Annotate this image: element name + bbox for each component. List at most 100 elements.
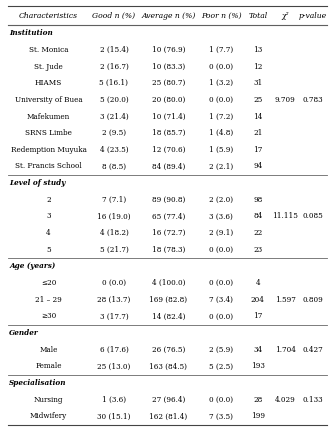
Text: 94: 94 [253,163,262,170]
Text: 1.704: 1.704 [275,346,296,354]
Text: 2 (9.5): 2 (9.5) [102,129,126,137]
Text: 27 (96.4): 27 (96.4) [152,396,185,404]
Text: St. Monica: St. Monica [29,46,68,54]
Text: 1.597: 1.597 [275,296,296,304]
Text: 1 (7.7): 1 (7.7) [209,46,233,54]
Text: 25 (13.0): 25 (13.0) [97,363,131,370]
Text: 5 (2.5): 5 (2.5) [209,363,233,370]
Text: 25: 25 [253,96,262,104]
Text: 21: 21 [253,129,262,137]
Text: 1 (4.8): 1 (4.8) [209,129,233,137]
Text: 98: 98 [253,196,262,204]
Text: 28 (13.7): 28 (13.7) [97,296,131,304]
Text: Total: Total [248,12,267,20]
Text: 4: 4 [46,229,51,237]
Text: 30 (15.1): 30 (15.1) [97,412,131,420]
Text: 0 (0.0): 0 (0.0) [209,63,233,70]
Text: 10 (76.9): 10 (76.9) [152,46,185,54]
Text: Level of study: Level of study [9,179,66,187]
Text: Poor n (%): Poor n (%) [201,12,241,20]
Text: Average n (%): Average n (%) [141,12,196,20]
Text: SRNS Limbe: SRNS Limbe [25,129,72,137]
Text: 7 (3.5): 7 (3.5) [209,412,233,420]
Text: Characteristics: Characteristics [19,12,78,20]
Text: 193: 193 [251,363,265,370]
Text: 0 (0.0): 0 (0.0) [209,279,233,287]
Text: 162 (81.4): 162 (81.4) [149,412,187,420]
Text: 0.809: 0.809 [303,296,323,304]
Text: 2: 2 [46,196,51,204]
Text: 0.783: 0.783 [303,96,323,104]
Text: 16 (72.7): 16 (72.7) [152,229,185,237]
Text: St. Francis School: St. Francis School [15,163,82,170]
Text: 0 (0.0): 0 (0.0) [209,312,233,320]
Text: 13: 13 [253,46,262,54]
Text: Institution: Institution [9,29,53,37]
Text: 34: 34 [253,346,262,354]
Text: 169 (82.8): 169 (82.8) [149,296,187,304]
Text: 11.115: 11.115 [272,212,298,221]
Text: 0.427: 0.427 [303,346,323,354]
Text: 0.085: 0.085 [303,212,323,221]
Text: 25 (80.7): 25 (80.7) [152,79,185,87]
Text: 21 – 29: 21 – 29 [35,296,62,304]
Text: Mafekumen: Mafekumen [27,112,70,121]
Text: 2 (16.7): 2 (16.7) [100,63,128,70]
Text: 14 (82.4): 14 (82.4) [152,312,185,320]
Text: 5 (16.1): 5 (16.1) [100,79,128,87]
Text: 0 (0.0): 0 (0.0) [209,96,233,104]
Text: 2 (2.1): 2 (2.1) [209,163,233,170]
Text: 4 (100.0): 4 (100.0) [152,279,185,287]
Text: 1 (7.2): 1 (7.2) [209,112,233,121]
Text: ≤20: ≤20 [41,279,56,287]
Text: 17: 17 [253,146,262,154]
Text: 1 (3.2): 1 (3.2) [209,79,233,87]
Text: 7 (7.1): 7 (7.1) [102,196,126,204]
Text: Female: Female [35,363,62,370]
Text: Male: Male [39,346,58,354]
Text: 2 (9.1): 2 (9.1) [209,229,233,237]
Text: ≥30: ≥30 [41,312,56,320]
Text: 0 (0.0): 0 (0.0) [209,246,233,254]
Text: 5: 5 [46,246,51,254]
Text: 18 (85.7): 18 (85.7) [152,129,185,137]
Text: 26 (76.5): 26 (76.5) [152,346,185,354]
Text: Midwifery: Midwifery [30,412,67,420]
Text: 5 (20.0): 5 (20.0) [100,96,128,104]
Text: Good n (%): Good n (%) [92,12,136,20]
Text: University of Buea: University of Buea [15,96,82,104]
Text: 10 (83.3): 10 (83.3) [152,63,185,70]
Text: 12 (70.6): 12 (70.6) [152,146,185,154]
Text: 3 (21.4): 3 (21.4) [100,112,128,121]
Text: Specialisation: Specialisation [9,379,67,387]
Text: 31: 31 [253,79,262,87]
Text: Age (years): Age (years) [9,263,56,270]
Text: 2 (5.9): 2 (5.9) [209,346,233,354]
Text: 23: 23 [253,246,262,254]
Text: 2 (2.0): 2 (2.0) [209,196,233,204]
Text: 3 (3.6): 3 (3.6) [209,212,233,221]
Text: 18 (78.3): 18 (78.3) [152,246,185,254]
Text: Redemption Muyuka: Redemption Muyuka [11,146,86,154]
Text: 12: 12 [253,63,262,70]
Text: χ²: χ² [281,12,289,20]
Text: 65 (77.4): 65 (77.4) [152,212,185,221]
Text: 16 (19.0): 16 (19.0) [97,212,131,221]
Text: 22: 22 [253,229,262,237]
Text: 0 (0.0): 0 (0.0) [209,396,233,404]
Text: 163 (84.5): 163 (84.5) [149,363,187,370]
Text: 20 (80.0): 20 (80.0) [152,96,185,104]
Text: 17: 17 [253,312,262,320]
Text: 199: 199 [251,412,265,420]
Text: 4: 4 [256,279,260,287]
Text: 28: 28 [253,396,262,404]
Text: 3 (17.7): 3 (17.7) [100,312,128,320]
Text: Nursing: Nursing [34,396,63,404]
Text: 10 (71.4): 10 (71.4) [152,112,185,121]
Text: 1 (5.9): 1 (5.9) [209,146,233,154]
Text: 84 (89.4): 84 (89.4) [152,163,185,170]
Text: 0 (0.0): 0 (0.0) [102,279,126,287]
Text: 89 (90.8): 89 (90.8) [152,196,185,204]
Text: 84: 84 [253,212,262,221]
Text: 0.133: 0.133 [303,396,323,404]
